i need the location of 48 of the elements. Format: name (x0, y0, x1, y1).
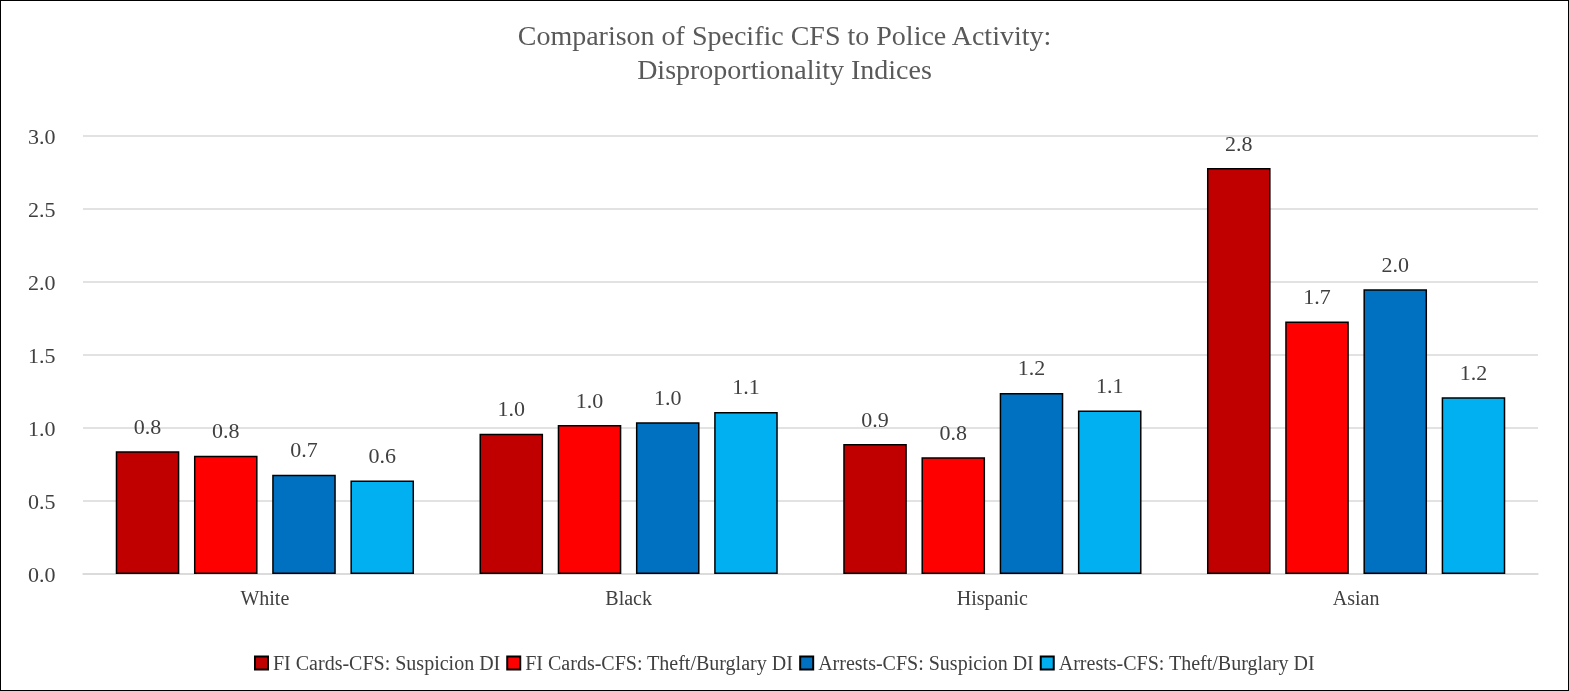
data-label: 0.8 (212, 418, 240, 444)
bar (479, 433, 544, 574)
bar (921, 457, 986, 574)
legend-label: FI Cards-CFS: Theft/Burglary DI (525, 652, 793, 675)
data-label: 1.0 (497, 396, 526, 422)
x-tick-label: White (240, 587, 290, 609)
bar (1363, 289, 1428, 574)
legend-label: FI Cards-CFS: Suspicion DI (272, 652, 501, 675)
legend-label: Arrests-CFS: Theft/Burglary DI (1058, 652, 1315, 675)
bar (714, 411, 778, 574)
bar (115, 451, 180, 574)
y-tick-label: 3.0 (28, 123, 56, 149)
y-tick-label: 0.0 (28, 561, 56, 587)
data-label: 1.2 (1459, 359, 1488, 385)
bar (1077, 410, 1142, 574)
data-label: 0.8 (939, 419, 968, 445)
data-label: 0.9 (861, 406, 889, 432)
x-tick-label: Black (605, 587, 652, 609)
data-label: 1.7 (1303, 283, 1331, 309)
data-label: 1.0 (575, 387, 604, 413)
y-tick-label: 1.0 (28, 415, 56, 441)
bar (635, 422, 700, 574)
data-label: 0.8 (133, 413, 162, 439)
bar (272, 474, 336, 574)
bar (557, 425, 622, 574)
y-tick-label: 1.5 (28, 342, 56, 368)
x-tick-label: Asian (1332, 587, 1380, 609)
legend-label: Arrests-CFS: Suspicion DI (818, 652, 1034, 675)
bar (999, 392, 1064, 574)
bar (843, 444, 907, 574)
bar (193, 455, 258, 574)
data-label: 1.0 (653, 384, 682, 410)
data-label: 1.1 (732, 374, 760, 400)
bar (350, 480, 415, 574)
data-label: 1.2 (1017, 355, 1046, 381)
bar (1206, 168, 1271, 574)
chart-title: Comparison of Specific CFS to Police Activity: Disproportionality Indices (517, 19, 1052, 85)
y-tick-label: 0.5 (28, 488, 56, 514)
data-label: 1.1 (1095, 372, 1124, 398)
data-label: 2.0 (1381, 251, 1409, 277)
bar (1285, 321, 1349, 574)
x-tick-label: Hispanic (956, 587, 1029, 610)
data-label: 0.6 (368, 443, 396, 469)
data-label: 0.7 (290, 437, 318, 463)
y-tick-label: 2.0 (28, 269, 56, 295)
y-tick-label: 2.5 (28, 196, 56, 222)
data-label: 2.8 (1225, 130, 1253, 156)
bar (1441, 397, 1506, 574)
